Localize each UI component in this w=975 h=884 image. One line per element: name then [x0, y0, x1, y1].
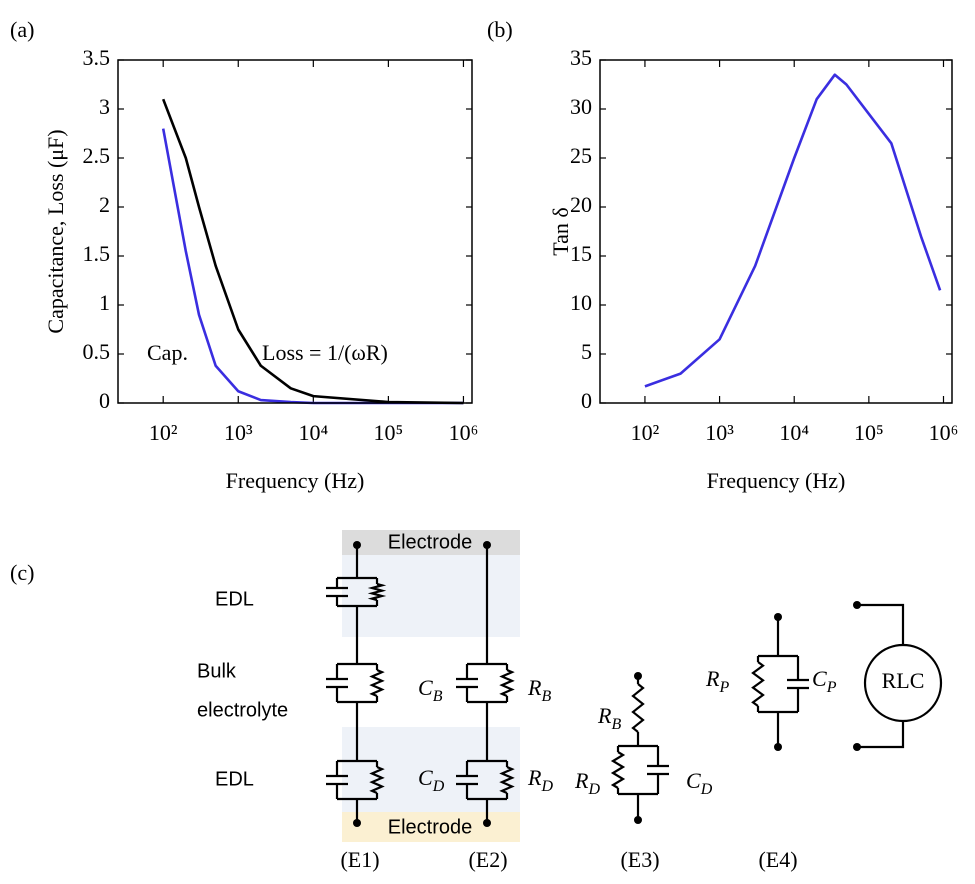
x-tick-label: 10⁴	[779, 420, 809, 445]
bulk-label: Bulk	[197, 660, 237, 682]
wire	[857, 721, 905, 749]
symbol-subscript: P	[718, 679, 729, 696]
symbol-letter: R	[527, 675, 542, 700]
rlc-label: RLC	[882, 668, 925, 693]
x-axis-label: Frequency (Hz)	[226, 468, 365, 493]
x-tick-label: 10³	[705, 420, 734, 445]
circuit-label: (E4)	[758, 847, 797, 872]
electrode-label: Electrode	[388, 816, 473, 838]
y-tick-label: 3.5	[83, 45, 111, 70]
component-symbol: RD	[527, 765, 553, 795]
resistor	[369, 765, 385, 795]
component-symbol: CD	[686, 768, 713, 798]
symbol-letter: R	[597, 703, 612, 728]
component-symbol: CD	[418, 765, 445, 795]
symbol-subscript: P	[826, 679, 837, 696]
x-axis-label: Frequency (Hz)	[707, 468, 846, 493]
terminal	[634, 816, 642, 824]
y-tick-label: 1.5	[83, 241, 111, 266]
resistor	[367, 582, 387, 602]
x-tick-label: 10⁶	[449, 420, 479, 445]
y-axis-label: Capacitance, Loss (μF)	[43, 129, 68, 333]
y-tick-label: 10	[570, 290, 592, 315]
series-line	[161, 98, 464, 405]
y-tick-label: 35	[570, 45, 592, 70]
plot-frame	[599, 59, 953, 404]
resistor	[751, 661, 765, 707]
annotation: Loss = 1/(ωR)	[262, 340, 388, 365]
y-axis-label: Tan δ	[548, 207, 573, 256]
y-tick-label: 0	[581, 388, 592, 413]
y-tick-label: 15	[570, 241, 592, 266]
edl-label: EDL	[215, 768, 254, 790]
y-tick-label: 3	[99, 94, 110, 119]
symbol-letter: C	[686, 768, 701, 793]
symbol-subscript: B	[433, 688, 443, 705]
panel-label: (a)	[10, 17, 34, 42]
panel-label: (b)	[487, 17, 513, 42]
resistor	[631, 683, 645, 733]
x-tick-label: 10³	[224, 420, 253, 445]
y-tick-label: 1	[99, 290, 110, 315]
component-symbol: CP	[812, 666, 837, 696]
x-tick-label: 10⁴	[298, 420, 328, 445]
y-tick-label: 0.5	[83, 339, 111, 364]
resistor	[499, 765, 515, 795]
series-line	[644, 73, 942, 388]
edl-band	[342, 555, 520, 637]
bulk-label: electrolyte	[197, 699, 288, 721]
circuit-label: (E2)	[468, 847, 507, 872]
symbol-letter: R	[527, 765, 542, 790]
panel-label: (c)	[10, 560, 34, 585]
wire	[857, 603, 905, 645]
symbol-subscript: D	[540, 778, 553, 795]
edl-band	[342, 727, 520, 812]
y-tick-label: 2.5	[83, 143, 111, 168]
circuit-label: (E1)	[340, 847, 379, 872]
edl-label: EDL	[215, 588, 254, 610]
symbol-letter: R	[705, 666, 720, 691]
component-symbol: RB	[527, 675, 551, 705]
component-symbol: RP	[705, 666, 729, 696]
symbol-subscript: B	[611, 716, 621, 733]
terminal	[353, 819, 361, 827]
y-tick-label: 25	[570, 143, 592, 168]
symbol-letter: R	[574, 768, 589, 793]
electrode-band	[342, 812, 520, 842]
y-tick-label: 20	[570, 192, 592, 217]
resistor	[610, 751, 626, 789]
y-tick-label: 5	[581, 339, 592, 364]
x-tick-label: 10²	[149, 420, 178, 445]
symbol-letter: C	[812, 666, 827, 691]
electrode-label: Electrode	[388, 531, 473, 553]
x-tick-label: 10²	[631, 420, 660, 445]
y-tick-label: 30	[570, 94, 592, 119]
symbol-letter: C	[418, 675, 433, 700]
component-symbol: RB	[597, 703, 621, 733]
symbol-subscript: D	[700, 781, 713, 798]
terminal	[483, 819, 491, 827]
symbol-subscript: D	[432, 778, 445, 795]
y-tick-label: 2	[99, 192, 110, 217]
symbol-subscript: D	[587, 781, 600, 798]
symbol-letter: C	[418, 765, 433, 790]
plot-frame	[117, 59, 473, 404]
terminal	[853, 743, 861, 751]
circuit-label: (E3)	[620, 847, 659, 872]
annotation: Cap.	[147, 340, 188, 365]
resistor	[499, 668, 515, 698]
x-tick-label: 10⁶	[929, 420, 959, 445]
x-tick-label: 10⁵	[854, 420, 884, 445]
component-symbol: CB	[418, 675, 443, 705]
component-symbol: RD	[574, 768, 600, 798]
terminal	[774, 743, 782, 751]
x-tick-label: 10⁵	[374, 420, 404, 445]
terminal	[853, 601, 861, 609]
symbol-subscript: B	[541, 688, 551, 705]
y-tick-label: 0	[99, 388, 110, 413]
resistor	[369, 668, 385, 698]
electrode-band	[342, 530, 520, 555]
